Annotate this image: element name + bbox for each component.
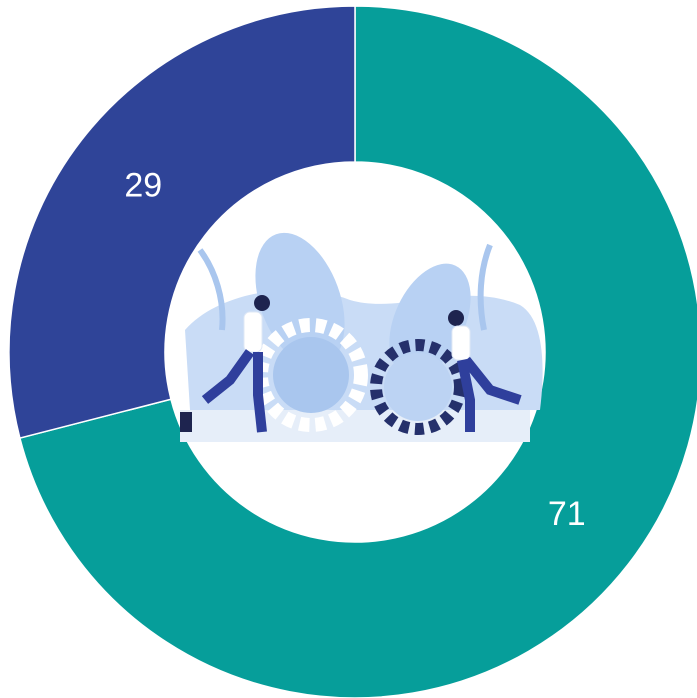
- gear-light-center: [273, 337, 349, 413]
- person-left: [201, 295, 270, 433]
- gear-dark: [370, 339, 466, 435]
- value-label: 71: [548, 495, 586, 533]
- person-right: [448, 310, 522, 432]
- ground: [180, 410, 530, 442]
- gear-light: [254, 318, 368, 432]
- gear-dark-center: [384, 353, 452, 421]
- labels: 71 29: [124, 167, 585, 534]
- leaves: [197, 243, 493, 331]
- value-label: 29: [124, 167, 162, 205]
- bucket: [180, 412, 192, 432]
- slice: [8, 5, 356, 439]
- center-illustration: [165, 162, 545, 542]
